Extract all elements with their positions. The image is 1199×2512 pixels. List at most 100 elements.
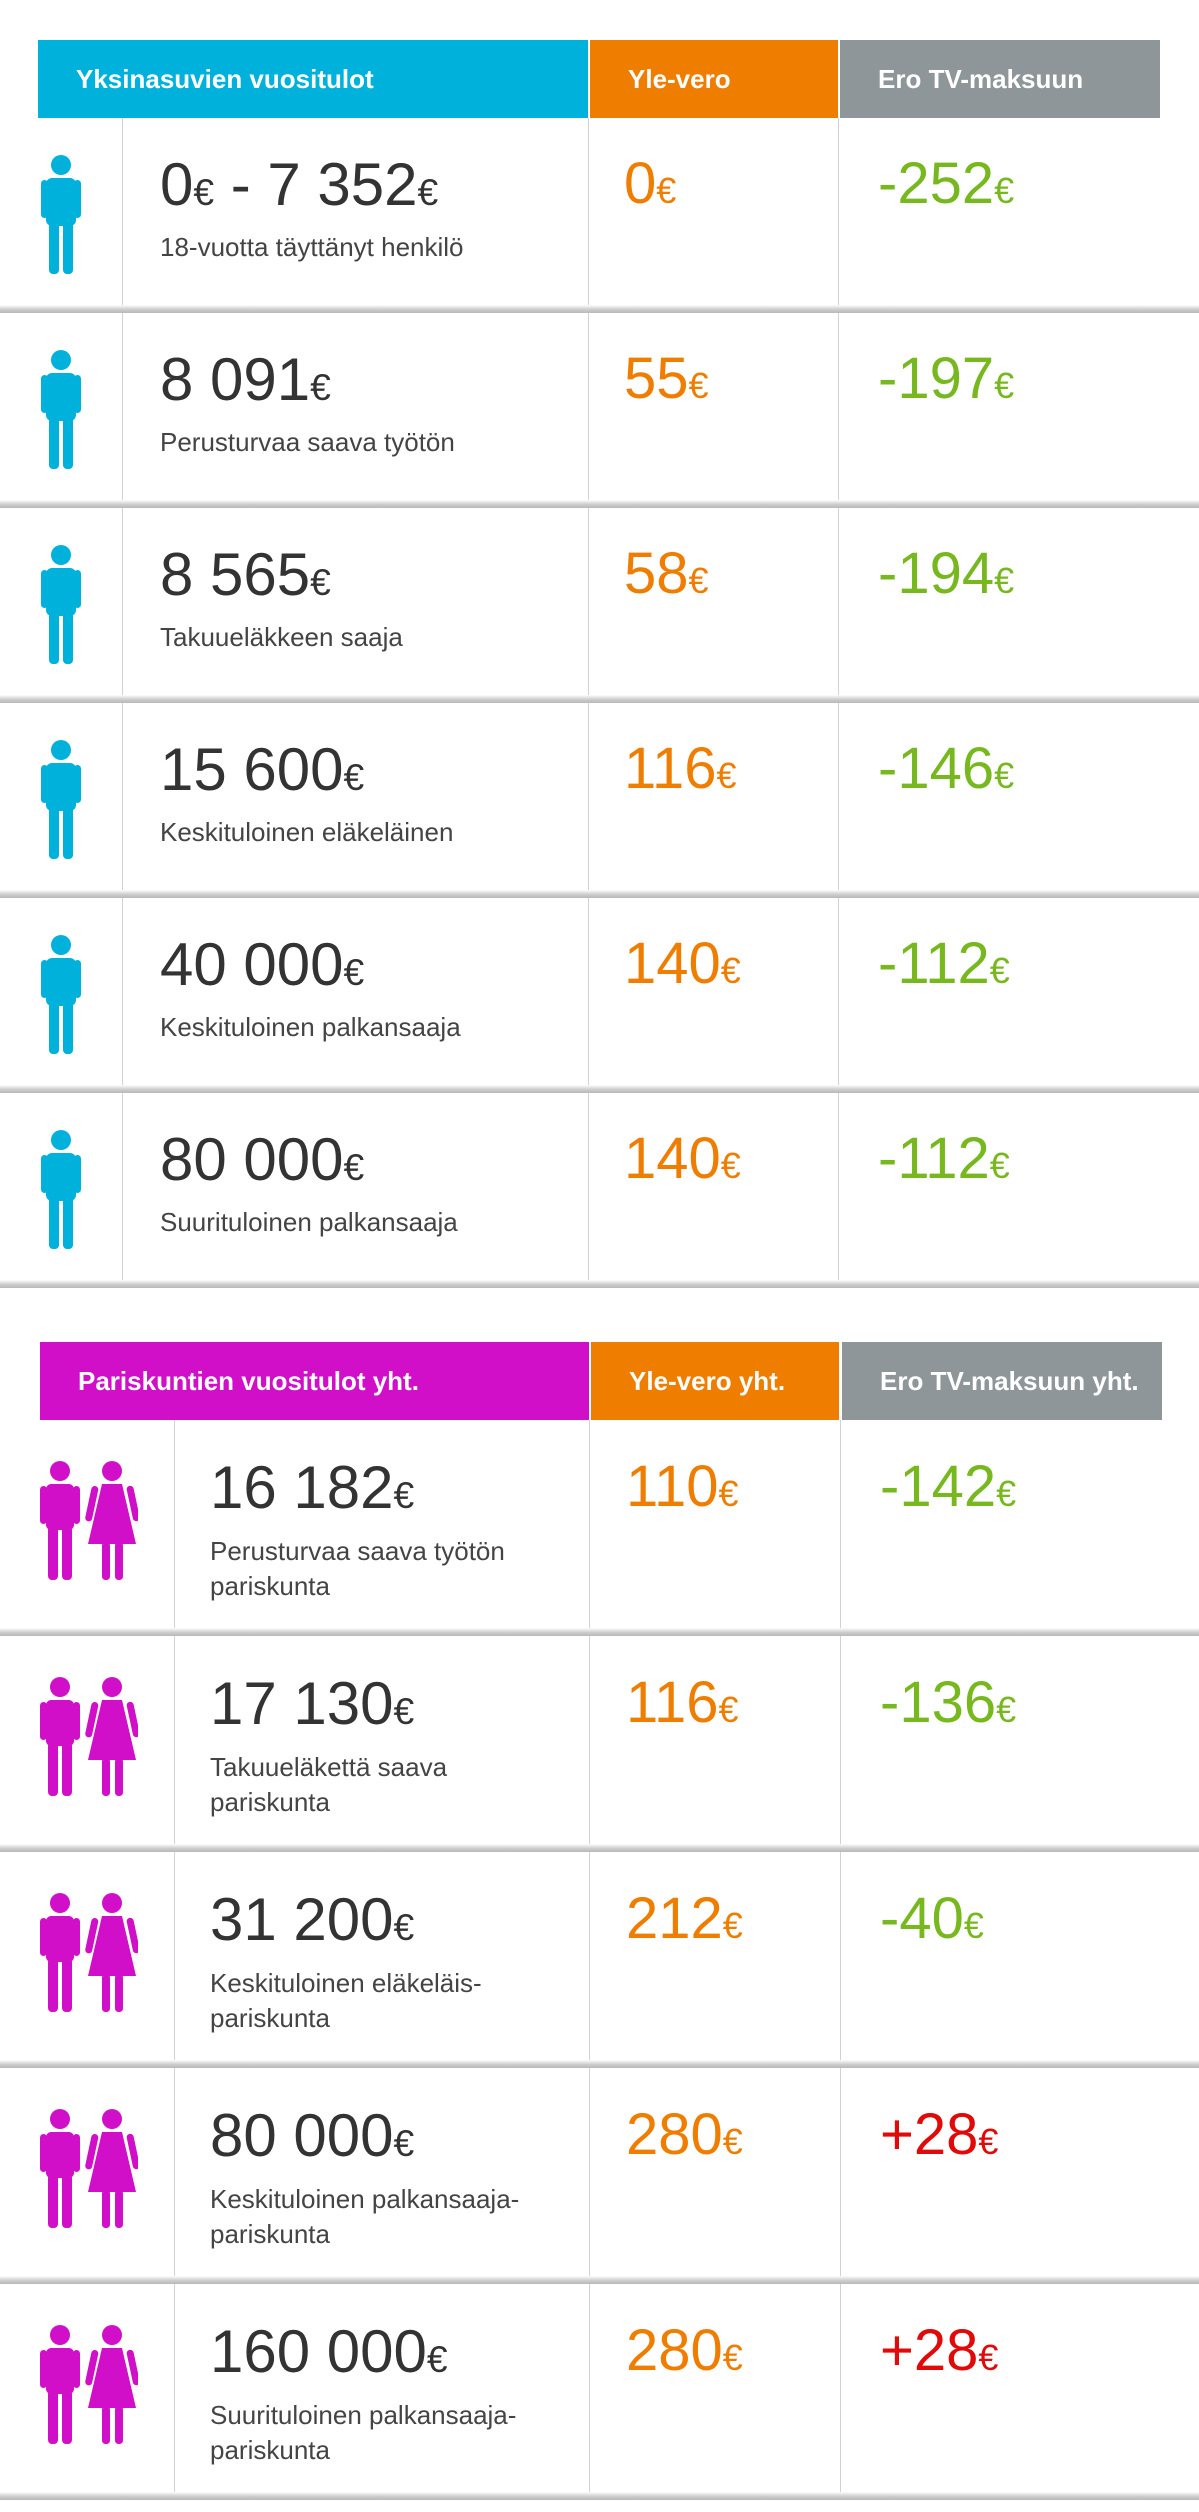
difference-amount: -194 — [878, 541, 995, 606]
income-description: Takuueläkettä saava pariskunta — [210, 1750, 570, 1820]
yle-tax-value: 58€ — [624, 545, 709, 603]
row-separator — [0, 500, 1199, 508]
person-icon — [40, 1129, 82, 1254]
column-divider — [588, 1093, 589, 1280]
tv-fee-difference: +28€ — [880, 2106, 998, 2164]
income-amount: 80 000€ — [210, 2106, 414, 2166]
euro-symbol: € — [310, 366, 331, 408]
column-divider — [838, 898, 839, 1085]
tv-fee-difference: -142€ — [880, 1458, 1016, 1516]
difference-amount: -112 — [878, 1126, 990, 1191]
couple-icon — [38, 1460, 140, 1585]
table-row: 80 000€ Suurituloinen palkansaaja 140€ -112… — [0, 1093, 1199, 1288]
euro-symbol: € — [722, 2337, 743, 2378]
tax-amount: 280 — [626, 2102, 723, 2167]
table-row: 8 565€ Takuueläkkeen saaja 58€ -194€ — [0, 508, 1199, 703]
euro-symbol: € — [963, 1905, 984, 1946]
person-icon — [40, 349, 82, 474]
difference-amount: -112 — [878, 931, 990, 996]
amount-value: 80 000 — [210, 2102, 394, 2169]
column-divider — [840, 1420, 841, 1628]
euro-symbol: € — [688, 365, 709, 406]
income-description: Perusturvaa saava työtön pariskunta — [210, 1534, 570, 1604]
column-divider — [589, 2068, 590, 2276]
yle-tax-value: 280€ — [626, 2322, 743, 2380]
income-amount: 160 000€ — [210, 2322, 448, 2382]
single-income-header: Yksinasuvien vuositulot — [38, 40, 588, 118]
income-description: Suurituloinen palkansaaja — [160, 1207, 458, 1237]
description-line-2: pariskunta — [210, 1787, 330, 1817]
row-separator — [0, 1085, 1199, 1093]
euro-symbol: € — [720, 950, 741, 991]
tax-amount: 55 — [624, 346, 689, 411]
euro-symbol: € — [393, 1906, 415, 1948]
yle-tax-value: 110€ — [626, 1458, 738, 1516]
couple-icon — [38, 2108, 140, 2233]
column-divider — [588, 313, 589, 500]
income-description: 18-vuotta täyttänyt henkilö — [160, 232, 464, 262]
euro-symbol: € — [722, 1905, 743, 1946]
yle-tax-value: 280€ — [626, 2106, 743, 2164]
income-amount: 80 000€ — [160, 1130, 364, 1190]
column-divider — [840, 2284, 841, 2492]
tv-fee-difference: -40€ — [880, 1890, 984, 1948]
single-diff-header: Ero TV-maksuun — [840, 40, 1160, 118]
column-divider — [174, 2068, 175, 2276]
tv-fee-difference: -136€ — [880, 1674, 1016, 1732]
euro-symbol: € — [978, 2337, 999, 2378]
euro-symbol: € — [393, 2122, 415, 2164]
euro-symbol: € — [978, 2121, 999, 2162]
yle-tax-value: 212€ — [626, 1890, 743, 1948]
table-row: 80 000€ Keskituloinen palkansaaja-parisku… — [0, 2068, 1199, 2284]
tax-amount: 0 — [624, 151, 657, 216]
table-row: 31 200€ Keskituloinen eläkeläis-pariskunt… — [0, 1852, 1199, 2068]
column-divider — [589, 1852, 590, 2060]
table-row: 160 000€ Suurituloinen palkansaaja-parisk… — [0, 2284, 1199, 2500]
row-separator — [0, 890, 1199, 898]
row-separator — [0, 1844, 1199, 1852]
amount-value: 160 000 — [210, 2318, 427, 2385]
couples-tax-header: Yle-vero yht. — [591, 1342, 839, 1420]
amount-value: 80 000 — [160, 1126, 344, 1193]
euro-symbol: € — [310, 561, 331, 603]
table-row: 8 091€ Perusturvaa saava työtön 55€ -197€ — [0, 313, 1199, 508]
column-divider — [588, 703, 589, 890]
amount-value: 8 565 — [160, 541, 311, 608]
yle-tax-value: 116€ — [626, 1674, 738, 1732]
description-line-1: Keskituloinen eläkeläis- — [210, 1968, 482, 1998]
euro-symbol: € — [716, 755, 737, 796]
euro-symbol: € — [722, 2121, 743, 2162]
description-line-1: Suurituloinen palkansaaja- — [210, 2400, 517, 2430]
column-divider — [840, 1636, 841, 1844]
row-separator — [0, 2492, 1199, 2500]
yle-tax-value: 140€ — [624, 1130, 741, 1188]
person-icon — [40, 544, 82, 669]
description-line-2: pariskunta — [210, 1571, 330, 1601]
difference-amount: -197 — [878, 346, 995, 411]
row-separator — [0, 695, 1199, 703]
euro-symbol: € — [343, 951, 365, 993]
income-amount: 31 200€ — [210, 1890, 414, 1950]
column-divider — [174, 2284, 175, 2492]
euro-symbol: € — [193, 171, 215, 213]
amount-value: 31 200 — [210, 1886, 394, 1953]
euro-symbol: € — [343, 756, 365, 798]
description-line-2: pariskunta — [210, 2219, 330, 2249]
column-divider — [840, 2068, 841, 2276]
table-row: 15 600€ Keskituloinen eläkeläinen 116€ -146… — [0, 703, 1199, 898]
column-divider — [838, 313, 839, 500]
column-divider — [838, 118, 839, 305]
single-tax-header: Yle-vero — [590, 40, 838, 118]
person-icon — [40, 739, 82, 864]
difference-amount: -142 — [880, 1454, 997, 1519]
column-divider — [588, 898, 589, 1085]
couple-icon — [38, 1892, 140, 2017]
couples-diff-header: Ero TV-maksuun yht. — [842, 1342, 1162, 1420]
description-line-1: Perusturvaa saava työtön — [210, 1536, 505, 1566]
euro-symbol: € — [393, 1690, 415, 1732]
tax-amount: 116 — [626, 1670, 719, 1735]
tax-amount: 110 — [626, 1454, 719, 1519]
euro-symbol: € — [688, 560, 709, 601]
tv-fee-difference: -112€ — [878, 1130, 1010, 1188]
euro-symbol: € — [343, 1146, 365, 1188]
